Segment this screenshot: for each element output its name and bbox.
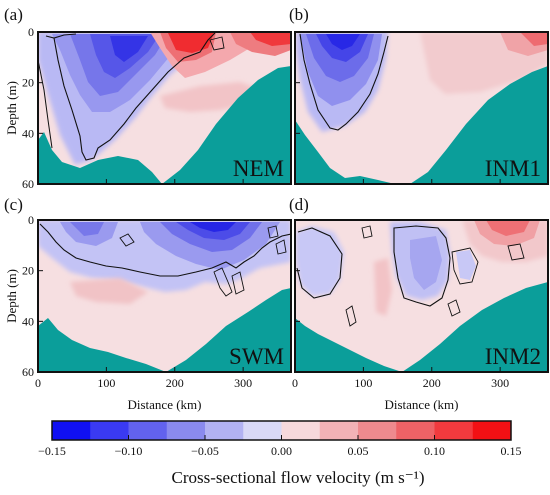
- y-axis-label-a: Depth (m): [4, 81, 19, 135]
- ytick-label-c: 60: [22, 365, 34, 379]
- ytick-label-a: 40: [22, 126, 34, 140]
- panel-label-a: (a): [4, 5, 23, 24]
- ytick-label-a: 60: [22, 177, 34, 191]
- xtick-label-d: 300: [491, 376, 509, 390]
- panel-a: [37, 31, 292, 185]
- xtick-label-d: 100: [354, 376, 372, 390]
- colorbar-tick-label: 0.00: [271, 444, 292, 458]
- panel-label-c: (c): [4, 195, 23, 214]
- colorbar-tick-label: −0.15: [38, 444, 66, 458]
- colorbar-segment: [243, 421, 282, 440]
- xtick-label-c: 200: [166, 376, 184, 390]
- x-axis-label-c: Distance (km): [127, 397, 201, 412]
- colorbar-segment: [472, 421, 512, 440]
- ytick-label-c: 0: [28, 213, 34, 227]
- colorbar-segment: [90, 421, 129, 440]
- model-label-swm: SWM: [229, 344, 284, 369]
- colorbar-title: Cross-sectional flow velocity (m s⁻¹): [172, 468, 425, 487]
- panel-b: [294, 31, 549, 185]
- model-label-inm1: INM1: [485, 156, 541, 181]
- model-label-nem: NEM: [233, 156, 284, 181]
- colorbar-segment: [434, 421, 474, 440]
- ytick-label-c: 40: [22, 314, 34, 328]
- colorbar-tick-label: −0.10: [115, 444, 143, 458]
- colorbar-segment: [281, 421, 321, 440]
- colorbar-tick-label: −0.05: [191, 444, 219, 458]
- panel-c: [37, 219, 292, 373]
- panel-b-field: [295, 32, 548, 184]
- colorbar-tick-label: 0.15: [501, 444, 522, 458]
- colorbar-segment: [128, 421, 168, 440]
- xtick-label-c: 100: [97, 376, 115, 390]
- ytick-label-a: 0: [28, 25, 34, 39]
- panel-a-field: [38, 32, 291, 184]
- colorbar: −0.15 −0.10 −0.05 0.00 0.05 0.10 0.15: [38, 420, 522, 458]
- model-label-inm2: INM2: [485, 344, 541, 369]
- panel-d-field: [295, 220, 548, 372]
- colorbar-segment: [166, 421, 206, 440]
- xtick-label-c: 300: [234, 376, 252, 390]
- xtick-label-c: 0: [35, 376, 41, 390]
- colorbar-segment: [358, 421, 397, 440]
- ytick-label-c: 20: [22, 264, 34, 278]
- ytick-label-a: 20: [22, 76, 34, 90]
- colorbar-tick-label: 0.10: [424, 444, 445, 458]
- panel-label-b: (b): [289, 5, 309, 24]
- xtick-label-d: 0: [292, 376, 298, 390]
- panel-d: [294, 219, 549, 373]
- x-axis-label-d: Distance (km): [384, 397, 458, 412]
- panel-label-d: (d): [289, 195, 309, 214]
- y-axis-label-c: Depth (m): [4, 269, 19, 323]
- panel-c-field: [38, 220, 291, 372]
- colorbar-tick-label: 0.05: [348, 444, 369, 458]
- colorbar-segment: [205, 421, 244, 440]
- xtick-label-d: 200: [423, 376, 441, 390]
- colorbar-segment: [396, 421, 435, 440]
- colorbar-segment: [52, 421, 91, 440]
- colorbar-segment: [319, 421, 359, 440]
